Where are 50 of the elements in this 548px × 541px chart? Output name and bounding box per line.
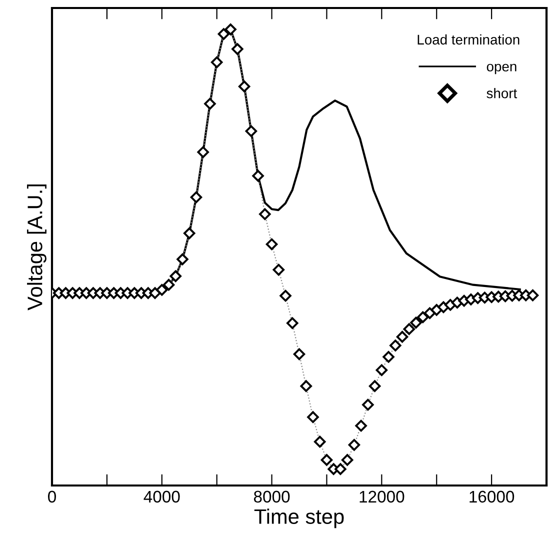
point	[355, 420, 367, 432]
point	[410, 316, 422, 329]
point	[252, 170, 264, 182]
point	[218, 28, 230, 40]
x-tick-label: 4000	[144, 490, 180, 503]
point	[210, 56, 223, 68]
legend-title: Load termination	[418, 34, 520, 45]
point	[259, 208, 271, 220]
y-axis-title: Voltage [A.U.]	[27, 184, 46, 310]
legend-label: open	[486, 64, 516, 74]
point	[176, 253, 188, 266]
point	[266, 238, 278, 250]
point	[170, 270, 182, 282]
point	[334, 463, 346, 475]
point	[390, 340, 402, 352]
point	[156, 284, 168, 296]
point	[293, 348, 306, 360]
point	[232, 43, 244, 55]
point	[224, 24, 236, 36]
point	[204, 98, 216, 110]
point	[376, 364, 388, 376]
x-axis-title: Time step	[254, 508, 344, 528]
point	[430, 304, 442, 316]
point	[197, 146, 209, 158]
point	[286, 317, 298, 330]
point	[280, 290, 292, 302]
point	[382, 351, 394, 363]
x-tick-label: 12000	[360, 490, 404, 503]
x-tick-label: 0	[48, 490, 56, 503]
point	[368, 380, 381, 392]
point	[403, 323, 416, 335]
x-tick-label: 16000	[470, 490, 514, 503]
x-tick-label: 8000	[254, 490, 290, 503]
point	[190, 191, 202, 204]
point	[416, 311, 429, 324]
point	[272, 264, 285, 276]
point	[245, 125, 258, 138]
legend-label: short	[486, 88, 518, 98]
point	[238, 80, 250, 92]
point	[348, 439, 360, 451]
point	[396, 330, 408, 343]
point	[300, 380, 312, 392]
point	[307, 411, 319, 423]
point	[526, 289, 539, 302]
point	[362, 398, 374, 411]
point	[162, 278, 175, 291]
point	[183, 227, 196, 240]
point	[320, 454, 333, 466]
point	[314, 436, 326, 448]
point	[341, 454, 354, 466]
